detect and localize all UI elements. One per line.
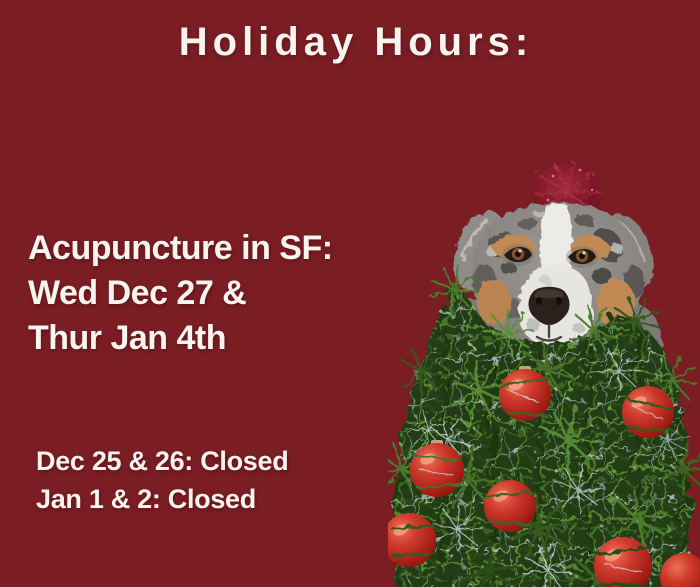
open-dates-line: Thur Jan 4th: [28, 319, 227, 357]
dog-head: [446, 202, 662, 387]
closed-dates-line: Jan 1 & 2: Closed: [36, 484, 256, 514]
open-dates-line: Acupuncture in SF:: [28, 229, 333, 267]
dog-eyes: [502, 244, 598, 268]
dog-nose: [528, 286, 570, 342]
closed-dates-line: Dec 25 & 26: Closed: [36, 446, 289, 476]
flyer-title: Holiday Hours:: [178, 20, 534, 64]
open-dates-line: Wed Dec 27 &: [28, 274, 247, 312]
open-dates: Acupuncture in SF: Wed Dec 27 & Thur Jan…: [28, 226, 333, 361]
closed-dates: Dec 25 & 26: Closed Jan 1 & 2: Closed: [36, 442, 289, 518]
ornament: [499, 366, 551, 421]
tinsel-garland: [388, 253, 700, 587]
dog-photo: [388, 161, 700, 587]
ornaments: [388, 366, 700, 587]
ornament: [660, 553, 700, 587]
